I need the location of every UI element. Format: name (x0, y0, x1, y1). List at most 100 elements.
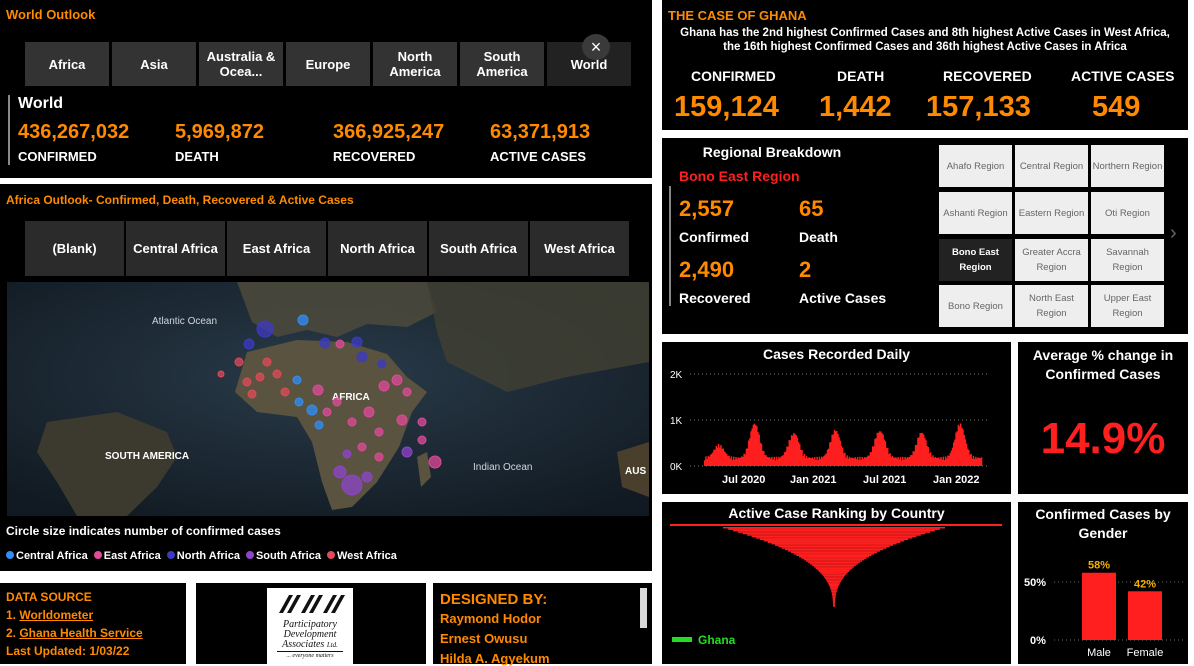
map-bubble[interactable] (417, 417, 427, 427)
legend-north-africa[interactable]: North Africa (166, 550, 240, 562)
ranking-bar[interactable] (821, 573, 847, 575)
daily-bar[interactable] (843, 453, 845, 466)
daily-bar[interactable] (833, 429, 836, 466)
map-bubble[interactable] (356, 351, 368, 363)
daily-bar[interactable] (808, 457, 810, 466)
daily-bar[interactable] (920, 433, 923, 466)
map-bubble[interactable] (292, 375, 302, 385)
ranking-bar[interactable] (771, 542, 897, 545)
daily-bar[interactable] (794, 434, 796, 466)
map-bubble[interactable] (247, 389, 257, 399)
daily-bar[interactable] (783, 452, 786, 466)
region-button-eastern[interactable]: Eastern Region (1015, 192, 1088, 234)
ranking-bar[interactable] (806, 560, 862, 562)
daily-bar[interactable] (795, 435, 797, 466)
daily-bar[interactable] (757, 432, 759, 466)
ranking-bar[interactable] (774, 544, 894, 546)
daily-bar[interactable] (880, 431, 882, 466)
gender-chart[interactable]: 50% 0% 58% Male 42% Female (1018, 546, 1188, 664)
map-bubble[interactable] (374, 427, 384, 437)
daily-bar[interactable] (763, 450, 765, 466)
daily-bar[interactable] (800, 449, 802, 466)
daily-bar[interactable] (883, 439, 885, 466)
daily-bar[interactable] (849, 458, 852, 466)
ranking-bar[interactable] (790, 551, 878, 554)
daily-bar[interactable] (720, 445, 722, 466)
map-bubble[interactable] (377, 359, 387, 369)
region-button-greater-accra[interactable]: Greater Accra Region (1015, 239, 1088, 281)
daily-bar[interactable] (782, 454, 785, 466)
daily-bar[interactable] (971, 458, 974, 466)
gender-bar-male[interactable] (1082, 572, 1116, 640)
daily-bar[interactable] (750, 431, 752, 466)
daily-bar[interactable] (713, 449, 715, 466)
daily-bar[interactable] (778, 456, 780, 466)
daily-bar[interactable] (724, 452, 727, 466)
ranking-bar[interactable] (803, 558, 865, 561)
ranking-bar[interactable] (826, 580, 842, 583)
daily-bar[interactable] (817, 460, 819, 466)
legend-east-africa[interactable]: East Africa (93, 550, 161, 562)
daily-bar[interactable] (869, 452, 872, 466)
map-bubble[interactable] (341, 474, 363, 496)
daily-bar[interactable] (801, 450, 803, 466)
daily-bar[interactable] (705, 456, 707, 466)
daily-bar[interactable] (887, 448, 889, 466)
map-bubble[interactable] (242, 377, 252, 387)
daily-bar[interactable] (802, 455, 804, 466)
daily-bar[interactable] (748, 440, 750, 466)
daily-bar[interactable] (730, 456, 733, 466)
daily-bar[interactable] (866, 456, 868, 466)
ranking-bar[interactable] (784, 548, 884, 551)
daily-bar[interactable] (736, 458, 738, 466)
map-bubble[interactable] (319, 337, 331, 349)
legend-west-africa[interactable]: West Africa (326, 550, 397, 562)
gender-bar-female[interactable] (1128, 591, 1162, 640)
daily-bar[interactable] (954, 439, 956, 466)
ranking-bar[interactable] (832, 605, 836, 607)
daily-bar[interactable] (818, 456, 821, 466)
region-tile-east-africa[interactable]: East Africa (227, 221, 326, 276)
daily-bar[interactable] (931, 456, 933, 466)
daily-bar[interactable] (707, 455, 709, 466)
map-bubble[interactable] (374, 452, 384, 462)
daily-bar[interactable] (921, 432, 924, 466)
daily-bar[interactable] (951, 447, 954, 466)
daily-bar[interactable] (966, 448, 969, 466)
daily-bar[interactable] (831, 434, 833, 466)
daily-bar[interactable] (735, 456, 737, 466)
ghs-link[interactable]: Ghana Health Service (19, 626, 143, 640)
map-bubble[interactable] (322, 407, 332, 417)
daily-bar[interactable] (912, 451, 914, 466)
map-bubble[interactable] (361, 471, 373, 483)
region-button-ashanti[interactable]: Ashanti Region (939, 192, 1012, 234)
daily-bar[interactable] (826, 449, 829, 466)
daily-bar[interactable] (709, 454, 712, 466)
daily-bar[interactable] (903, 459, 905, 466)
daily-bar[interactable] (918, 437, 920, 466)
daily-bar[interactable] (947, 455, 949, 466)
map-bubble[interactable] (234, 357, 244, 367)
daily-bar[interactable] (915, 444, 918, 466)
map-bubble[interactable] (256, 320, 274, 338)
daily-bar[interactable] (824, 454, 826, 466)
daily-bar[interactable] (781, 455, 784, 466)
daily-bar[interactable] (732, 456, 735, 466)
map-bubble[interactable] (333, 465, 347, 479)
daily-bar[interactable] (856, 456, 859, 466)
daily-bar[interactable] (893, 457, 896, 466)
daily-bar[interactable] (766, 456, 769, 466)
ranking-bar[interactable] (827, 582, 841, 584)
daily-bar[interactable] (723, 451, 726, 466)
daily-bar[interactable] (953, 442, 955, 466)
daily-bar[interactable] (764, 455, 766, 466)
ranking-bar[interactable] (832, 593, 836, 596)
daily-bar[interactable] (814, 456, 816, 466)
daily-bar[interactable] (962, 429, 964, 466)
daily-bar[interactable] (902, 456, 904, 466)
daily-bar[interactable] (790, 435, 793, 466)
daily-bar[interactable] (976, 458, 978, 466)
daily-bar[interactable] (809, 457, 811, 466)
ranking-bar[interactable] (759, 538, 909, 541)
daily-bar[interactable] (737, 457, 740, 466)
